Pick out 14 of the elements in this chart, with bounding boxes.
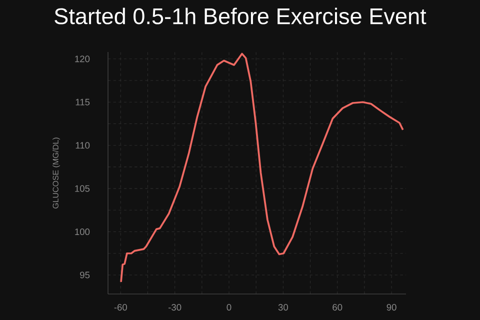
- x-tick-label: 90: [386, 304, 396, 311]
- y-tick-label: 95: [80, 272, 90, 278]
- y-tick-label: 110: [76, 142, 90, 149]
- x-tick-label: 60: [332, 304, 342, 311]
- y-tick-label: 100: [75, 228, 90, 236]
- x-tick-label: 0: [226, 304, 232, 311]
- y-tick-label: 115: [76, 98, 90, 106]
- y-tick-label: 120: [75, 56, 90, 62]
- y-tick-label: 105: [75, 185, 90, 192]
- x-tick-label: -60: [114, 304, 127, 311]
- x-tick-label: 30: [278, 304, 288, 311]
- line-series: [120, 52, 404, 283]
- chart-title: Started 0.5-1h Before Exercise Event: [54, 8, 426, 24]
- x-tick-label: -30: [168, 304, 182, 311]
